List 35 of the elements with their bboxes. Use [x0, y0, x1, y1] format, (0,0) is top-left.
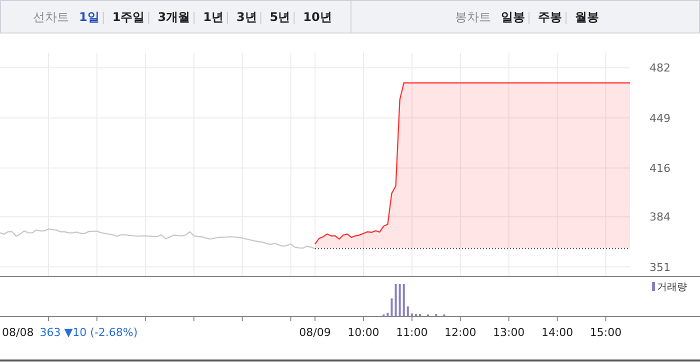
text: 5년 — [270, 10, 290, 24]
text: 1년 — [203, 10, 224, 24]
bar — [398, 284, 401, 316]
bar — [394, 284, 397, 316]
text: 봉차트 — [455, 10, 491, 24]
text: 일봉 — [501, 10, 525, 24]
bar — [402, 284, 405, 316]
y-tick-label: 351 — [650, 260, 670, 274]
text: 363 ▼10 (-2.68%) — [40, 326, 138, 339]
x-tick-label: 15:00 — [590, 326, 622, 339]
x-tick-label: 13:00 — [492, 326, 525, 339]
bar — [410, 313, 413, 316]
text: 10년 — [303, 10, 332, 24]
x-tick-label: 12:00 — [444, 326, 476, 339]
x-tick-label: 11:00 — [396, 326, 428, 339]
text: 1일 — [79, 10, 100, 24]
text: 주봉 — [538, 10, 562, 24]
text: 3년 — [236, 10, 257, 24]
x-tick-label: 14:00 — [541, 326, 574, 339]
x-tick-label: 08/08 — [2, 326, 34, 339]
y-tick-label: 384 — [650, 210, 670, 224]
legend-label: 거래량 — [657, 282, 687, 293]
y-tick-label: 416 — [650, 162, 670, 176]
text: 선차트 — [33, 10, 69, 24]
bar — [386, 312, 389, 316]
y-tick-label: 449 — [650, 112, 670, 125]
x-tick-label: 10:00 — [348, 326, 380, 339]
y-tick-label: 482 — [650, 62, 670, 75]
bar — [390, 298, 393, 316]
text: 3개월 — [158, 10, 190, 24]
x-tick-label: 08/09 — [299, 326, 331, 339]
text: 1주일 — [112, 10, 145, 24]
line-series — [0, 228, 316, 250]
text: 월봉 — [575, 10, 599, 24]
bar — [406, 306, 409, 316]
